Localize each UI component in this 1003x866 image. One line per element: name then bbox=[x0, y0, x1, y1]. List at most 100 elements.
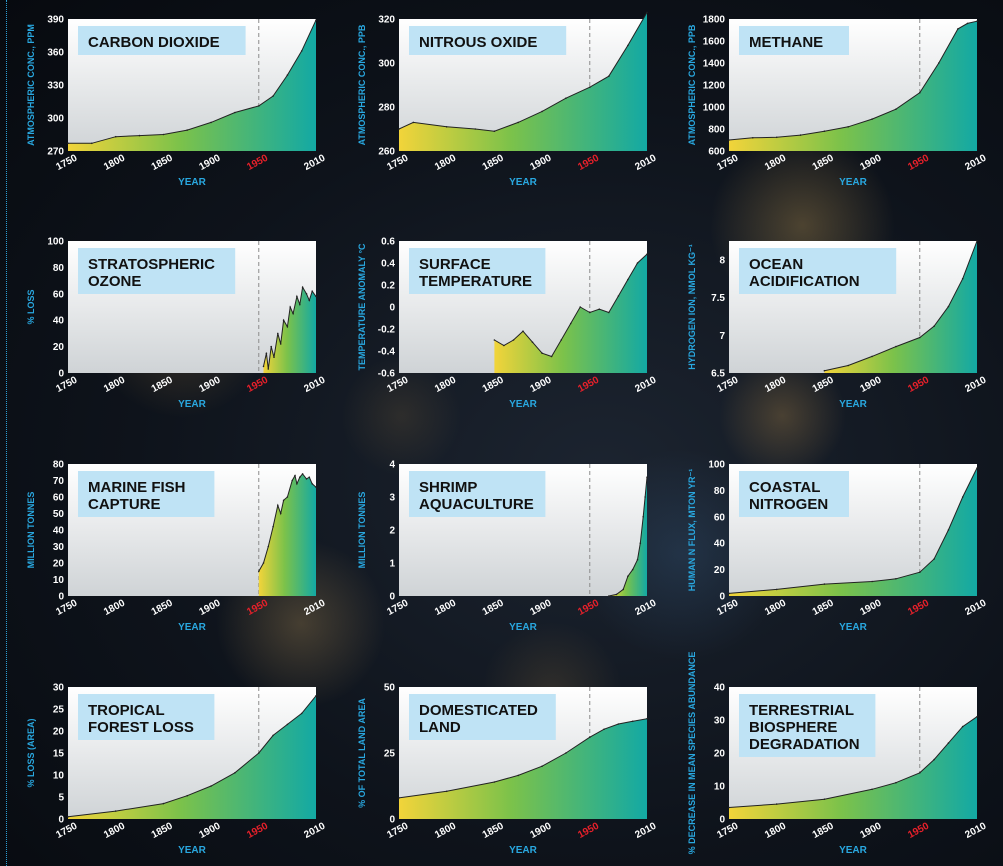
data-point bbox=[541, 765, 543, 767]
data-point bbox=[933, 325, 935, 328]
y-axis-label: MILLION TONNES bbox=[26, 492, 36, 569]
chart-title: TEMPERATURE bbox=[419, 273, 532, 290]
y-tick-label: 390 bbox=[47, 15, 64, 26]
data-point bbox=[961, 725, 964, 728]
y-tick-label: 600 bbox=[708, 147, 725, 158]
x-tick-label-highlight: 1950 bbox=[576, 375, 601, 395]
data-point bbox=[895, 345, 897, 348]
data-point bbox=[847, 364, 849, 367]
x-axis-label: YEAR bbox=[509, 622, 538, 633]
data-point bbox=[286, 723, 289, 726]
x-tick-label: 1900 bbox=[528, 821, 553, 841]
x-tick-label: 2010 bbox=[633, 598, 658, 618]
y-tick-label: 1000 bbox=[703, 103, 726, 114]
y-tick-label: 1 bbox=[389, 559, 395, 570]
x-tick-label: 1800 bbox=[433, 598, 458, 618]
data-point bbox=[162, 802, 165, 805]
data-point bbox=[615, 593, 618, 596]
y-tick-label: 8 bbox=[719, 255, 725, 266]
data-point bbox=[272, 525, 274, 528]
data-line bbox=[728, 716, 978, 808]
y-tick-label: 10 bbox=[714, 782, 726, 793]
y-tick-label: 80 bbox=[53, 263, 65, 274]
data-point bbox=[976, 467, 978, 469]
x-tick-label-highlight: 1950 bbox=[245, 821, 270, 841]
y-tick-label: 40 bbox=[53, 316, 65, 327]
x-tick-label: 1850 bbox=[481, 153, 506, 173]
data-point bbox=[646, 11, 648, 14]
y-tick-label: 0 bbox=[58, 592, 64, 603]
data-area bbox=[729, 716, 977, 819]
x-tick-label: 2010 bbox=[963, 598, 988, 618]
x-tick-label: 1900 bbox=[197, 598, 222, 618]
y-tick-label: 0.4 bbox=[381, 259, 395, 270]
y-tick-label: 800 bbox=[708, 125, 725, 136]
data-point bbox=[299, 476, 301, 479]
x-tick-label-highlight: 1950 bbox=[576, 598, 601, 618]
data-point bbox=[871, 118, 873, 120]
x-tick-label-highlight: 1950 bbox=[576, 153, 601, 173]
y-tick-label: -0.6 bbox=[378, 369, 396, 380]
x-tick-label: 2010 bbox=[302, 375, 327, 395]
y-tick-label: 1800 bbox=[703, 15, 726, 26]
x-tick-label-highlight: 1950 bbox=[906, 598, 931, 618]
y-tick-label: 50 bbox=[53, 509, 65, 520]
y-tick-label: 0 bbox=[389, 303, 395, 314]
x-tick-label: 1850 bbox=[811, 821, 836, 841]
data-line bbox=[398, 12, 648, 132]
y-tick-label: 15 bbox=[53, 749, 65, 760]
y-tick-label: 10 bbox=[53, 575, 65, 586]
data-point bbox=[272, 734, 274, 737]
data-point bbox=[311, 290, 314, 293]
y-tick-label: 30 bbox=[53, 542, 65, 553]
data-point bbox=[308, 299, 311, 302]
data-point bbox=[947, 529, 950, 531]
y-tick-label: 0 bbox=[58, 815, 64, 826]
x-tick-label: 1900 bbox=[197, 153, 222, 173]
y-tick-label: 20 bbox=[714, 565, 726, 576]
data-point bbox=[631, 568, 634, 571]
x-tick-label: 1800 bbox=[763, 153, 788, 173]
y-tick-label: 330 bbox=[47, 81, 64, 92]
x-tick-label: 2010 bbox=[633, 821, 658, 841]
chart-title-box bbox=[409, 248, 546, 294]
data-line bbox=[608, 477, 648, 597]
y-axis-label: % LOSS bbox=[26, 289, 36, 324]
chart-title: OCEAN bbox=[749, 256, 803, 273]
data-point bbox=[565, 97, 567, 99]
data-point bbox=[273, 356, 275, 359]
x-axis-label: YEAR bbox=[839, 399, 868, 410]
x-tick-label: 1850 bbox=[150, 153, 175, 173]
data-point bbox=[258, 752, 260, 754]
data-point bbox=[138, 134, 141, 137]
data-point bbox=[234, 111, 236, 114]
x-tick-label-highlight: 1950 bbox=[906, 821, 931, 841]
y-tick-label: 320 bbox=[378, 15, 395, 26]
data-point bbox=[895, 578, 897, 580]
data-point bbox=[919, 571, 921, 573]
data-point bbox=[522, 330, 524, 333]
y-tick-label: 60 bbox=[53, 289, 65, 300]
data-point bbox=[114, 810, 117, 812]
y-axis-label: HYDROGEN ION, NMOL KG⁻¹ bbox=[687, 244, 697, 370]
x-tick-label: 1850 bbox=[150, 375, 175, 395]
y-tick-label: 360 bbox=[47, 48, 64, 59]
x-tick-label-highlight: 1950 bbox=[906, 153, 931, 173]
x-tick-label: 2010 bbox=[302, 598, 327, 618]
data-point bbox=[644, 496, 646, 498]
chart-title-box bbox=[739, 694, 876, 757]
x-tick-label: 2010 bbox=[633, 153, 658, 173]
x-tick-label: 1900 bbox=[197, 375, 222, 395]
x-tick-label: 1900 bbox=[528, 598, 553, 618]
x-tick-label: 1800 bbox=[763, 375, 788, 395]
data-point bbox=[267, 545, 270, 548]
data-point bbox=[282, 499, 285, 502]
chart-ch4: METHANE 600 800 1000 1200 1400 1600 1800 ATMOSPH… bbox=[687, 15, 989, 189]
data-point bbox=[311, 483, 314, 485]
x-tick-label: 1800 bbox=[433, 821, 458, 841]
x-tick-label: 1800 bbox=[102, 821, 127, 841]
